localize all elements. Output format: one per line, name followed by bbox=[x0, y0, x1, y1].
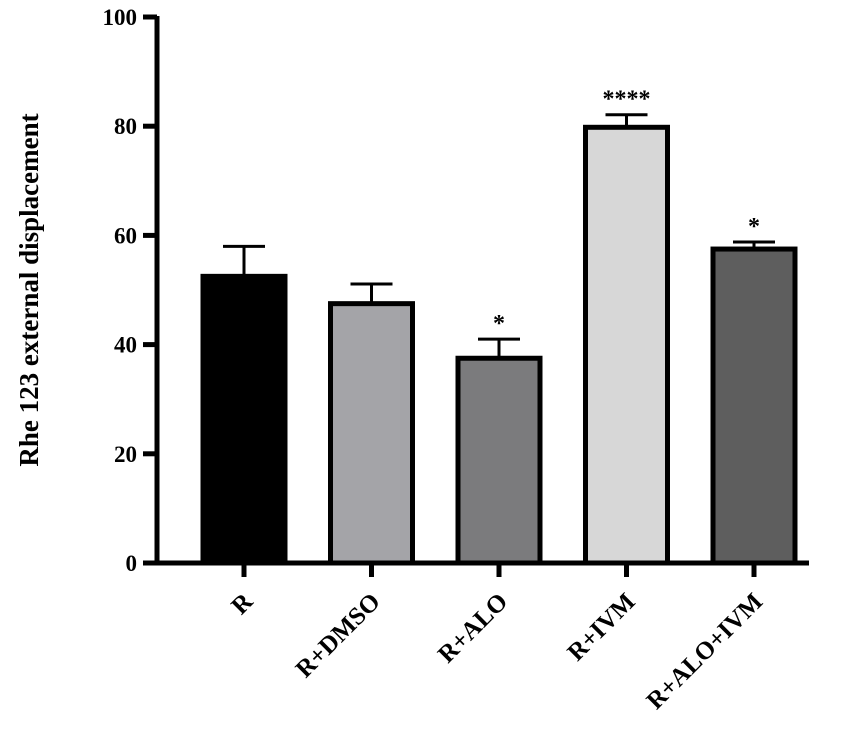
significance-label: * bbox=[748, 214, 760, 240]
significance-label: * bbox=[493, 311, 505, 337]
x-tick-label: R+ALO bbox=[433, 588, 513, 668]
y-tick-label: 80 bbox=[114, 114, 137, 139]
y-axis-title: Rhe 123 external displacement bbox=[14, 113, 44, 466]
y-tick-label: 0 bbox=[126, 551, 138, 576]
bars: ****** bbox=[200, 87, 798, 566]
y-axis: 0 20 40 60 80 100 bbox=[103, 5, 160, 576]
bar bbox=[200, 273, 288, 566]
significance-label: **** bbox=[603, 87, 651, 113]
bar bbox=[710, 246, 798, 566]
bar bbox=[455, 355, 543, 566]
x-tick-label: R+DMSO bbox=[291, 588, 386, 683]
y-tick-label: 20 bbox=[114, 442, 137, 467]
bar bbox=[328, 301, 415, 566]
x-axis: R R+DMSO R+ALO R+IVM R+ALO+IVM bbox=[155, 560, 809, 715]
y-tick-label: 60 bbox=[114, 223, 137, 248]
y-tick-label: 100 bbox=[103, 5, 138, 30]
x-tick-label: R+IVM bbox=[562, 588, 640, 666]
x-tick-label: R+ALO+IVM bbox=[642, 588, 769, 715]
bar bbox=[583, 124, 670, 566]
y-tick-label: 40 bbox=[114, 333, 137, 358]
x-tick-label: R bbox=[226, 587, 259, 620]
